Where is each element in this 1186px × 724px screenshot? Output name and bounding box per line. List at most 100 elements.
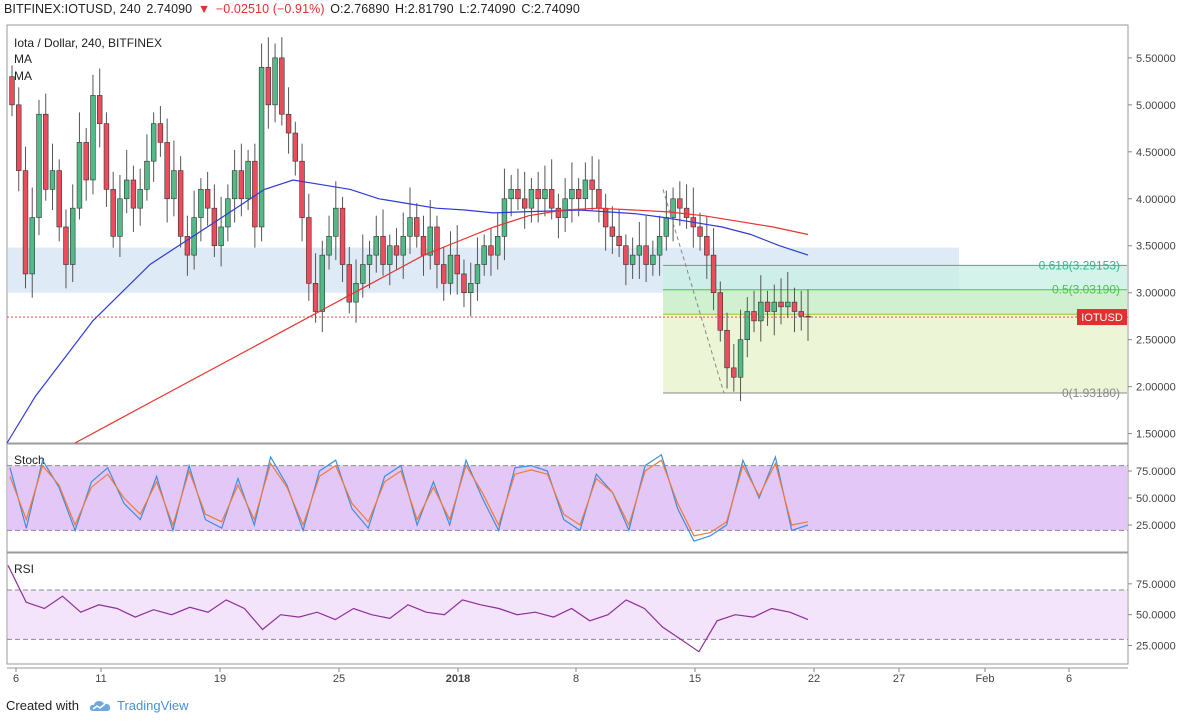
stoch-title: Stoch [14, 453, 45, 467]
candle-body [16, 104, 22, 171]
candle-body [434, 226, 440, 265]
candle-body [481, 245, 487, 265]
candle-body [123, 179, 130, 200]
candle-body [744, 311, 750, 340]
candle-body [70, 207, 76, 265]
candle-body [407, 217, 413, 237]
x-tick-label: 15 [689, 673, 701, 685]
rsi-tick-label: 75.0000 [1136, 579, 1176, 591]
price-tag [1077, 309, 1127, 326]
price-change: −0.02510 (−0.91%) [215, 2, 325, 16]
ma-legend-1: MA [14, 52, 32, 66]
tradingview-link[interactable]: TradingView [116, 698, 189, 713]
y-tick-label: 2.00000 [1136, 382, 1176, 394]
candle-body [272, 57, 278, 106]
candle-body [650, 254, 656, 265]
candle-body [265, 66, 272, 106]
candle-body [306, 217, 312, 284]
x-tick-label: 8 [573, 673, 579, 685]
candle-body [56, 170, 62, 228]
candle-body [636, 245, 643, 256]
candle-body [346, 264, 352, 303]
candle-body [704, 236, 710, 256]
x-tick-label: 6 [13, 673, 19, 685]
candle-body [717, 292, 724, 331]
x-tick-label: 19 [214, 673, 226, 685]
candle-body [535, 189, 541, 200]
candle-body [22, 170, 29, 275]
candle-body [63, 226, 69, 265]
fib-label: 0.618(3.29153) [1039, 258, 1120, 272]
candle-body [83, 142, 89, 181]
candle-body [76, 142, 83, 209]
y-tick-label: 3.00000 [1136, 288, 1176, 300]
price-tag-label: IOTUSD [1081, 312, 1123, 324]
candle-body [616, 236, 622, 247]
rsi-tick-label: 25.0000 [1136, 641, 1176, 653]
candle-body [258, 66, 265, 228]
stoch-tick-label: 75.0000 [1136, 466, 1176, 478]
candle-body [420, 236, 427, 256]
candle-body [683, 207, 690, 218]
candle-body [299, 160, 305, 218]
symbol-header: BITFINEX:IOTUSD, 240 2.74090 ▼ −0.02510 … [4, 2, 582, 16]
candle-body [204, 189, 211, 209]
ma-red-line [74, 207, 809, 444]
y-tick-label: 3.50000 [1136, 241, 1176, 253]
candle-body [515, 189, 521, 200]
ma-blue-line [6, 179, 809, 444]
candle-body [137, 189, 143, 209]
candle-body [441, 264, 447, 284]
fib-zone-382 [663, 314, 1127, 394]
chart-title: Iota / Dollar, 240, BITFINEX [14, 36, 162, 50]
open-value: O:2.76890 [330, 2, 390, 16]
candle-body [454, 254, 460, 275]
rsi-band [8, 590, 1127, 640]
x-tick-label: Feb [976, 673, 995, 685]
candle-body [677, 198, 683, 209]
candle-body [731, 367, 737, 378]
symbol-name: BITFINEX:IOTUSD, 240 [4, 2, 141, 16]
candle-body [285, 113, 292, 134]
candle-body [292, 132, 299, 162]
candle-body [373, 236, 379, 256]
candle-body [575, 189, 582, 200]
low-value: L:2.74090 [459, 2, 516, 16]
candle-body [555, 207, 562, 218]
y-tick-label: 1.50000 [1136, 429, 1176, 441]
candle-body [198, 189, 204, 218]
candle-body [737, 339, 744, 378]
tradingview-cloud-icon [89, 700, 111, 711]
candle-body [387, 245, 393, 265]
candle-body [468, 283, 474, 294]
candle-body [589, 179, 595, 190]
candle-body [177, 170, 184, 237]
last-price: 2.74090 [146, 2, 193, 16]
candle-body [393, 245, 400, 256]
fib-trend-line [662, 189, 725, 394]
stoch-d-line [9, 459, 809, 537]
candle-body [43, 113, 49, 190]
candle-body [150, 123, 157, 162]
candle-body [326, 236, 332, 256]
candle-body [36, 113, 42, 218]
candle-body [96, 95, 103, 124]
candle-body [542, 189, 548, 200]
x-tick-label: 22 [808, 673, 820, 685]
candle-body [110, 189, 116, 237]
candle-body [582, 179, 589, 200]
candle-body [643, 245, 649, 265]
rsi-tick-label: 50.0000 [1136, 610, 1176, 622]
x-tick-label: 11 [95, 673, 106, 685]
candle-body [785, 301, 791, 308]
high-value: H:2.81790 [395, 2, 454, 16]
footer: Created with TradingView [6, 698, 189, 713]
candle-body [103, 123, 110, 190]
x-tick-label: 27 [893, 673, 905, 685]
candle-body [231, 170, 238, 200]
candle-body [414, 217, 420, 237]
fib-label: 0.5(3.03190) [1052, 283, 1120, 297]
candle-body [447, 254, 454, 284]
rsi-title: RSI [14, 562, 34, 576]
